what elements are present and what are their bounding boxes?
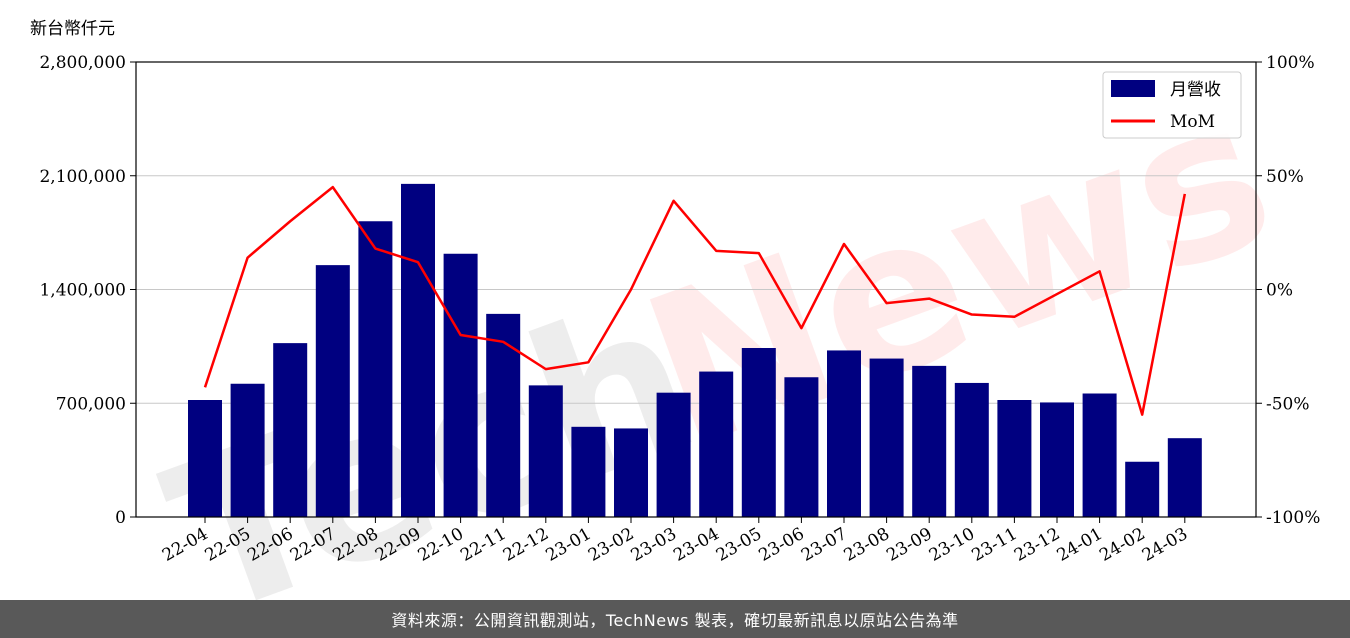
revenue-bars — [188, 183, 1202, 517]
revenue-bar-23-08 — [869, 358, 904, 517]
x-tick-label-23-03: 23-03 — [628, 524, 680, 566]
revenue-chart: TechNews 0700,0001,400,0002,100,0002,800… — [39, 49, 1320, 600]
revenue-bar-22-06 — [273, 343, 308, 517]
revenue-bar-23-05 — [741, 348, 776, 517]
x-tick-label-23-08: 23-08 — [841, 524, 893, 566]
x-tick-label-23-05: 23-05 — [713, 524, 765, 566]
legend-label-mom: MoM — [1170, 112, 1215, 132]
revenue-bar-23-07 — [827, 350, 861, 517]
left-tick-label: 2,800,000 — [39, 53, 126, 73]
legend-label-revenue: 月營收 — [1170, 80, 1221, 100]
revenue-bar-22-11 — [486, 313, 521, 517]
revenue-bar-22-10 — [443, 253, 478, 517]
revenue-bar-22-05 — [230, 383, 265, 517]
legend-swatch-revenue — [1111, 80, 1155, 97]
revenue-bar-23-11 — [997, 400, 1032, 517]
left-tick-label: 700,000 — [56, 394, 126, 414]
left-tick-label: 0 — [115, 508, 126, 528]
revenue-bar-22-09 — [401, 183, 435, 517]
left-tick-label: 2,100,000 — [39, 167, 126, 187]
source-footer: 資料來源：公開資訊觀測站，TechNews 製表，確切最新訊息以原站公告為準 — [0, 600, 1350, 638]
mom-line — [203, 185, 1187, 416]
revenue-bar-22-12 — [528, 385, 563, 517]
revenue-bar-23-06 — [784, 377, 819, 517]
revenue-bar-23-02 — [614, 428, 648, 517]
revenue-bar-22-08 — [358, 221, 393, 517]
x-tick-label-23-06: 23-06 — [755, 524, 807, 566]
revenue-bar-23-10 — [954, 382, 989, 517]
right-tick-label: -50% — [1266, 394, 1310, 414]
left-tick-label: 1,400,000 — [39, 281, 126, 301]
revenue-bar-22-04 — [188, 400, 222, 517]
legend: 月營收 MoM — [1102, 71, 1242, 139]
x-tick-label-23-10: 23-10 — [926, 524, 978, 566]
right-tick-label: -100% — [1266, 508, 1320, 528]
right-tick-label: 100% — [1266, 53, 1315, 73]
revenue-bar-22-07 — [315, 265, 350, 517]
x-tick-label-23-07: 23-07 — [798, 524, 850, 566]
revenue-bar-24-03 — [1167, 438, 1202, 517]
revenue-bar-23-01 — [571, 426, 606, 517]
mom-line-layer — [203, 185, 1187, 416]
y-axis-unit-label: 新台幣仟元 — [30, 19, 115, 39]
x-tick-label-24-01: 24-01 — [1054, 524, 1106, 566]
revenue-bar-24-02 — [1125, 461, 1160, 517]
revenue-bar-23-09 — [912, 365, 947, 517]
x-tick-label-23-11: 23-11 — [968, 524, 1020, 566]
right-tick-label: 0% — [1266, 281, 1293, 301]
revenue-bar-23-03 — [656, 392, 691, 517]
x-tick-label-24-03: 24-03 — [1139, 524, 1191, 566]
x-tick-label-24-02: 24-02 — [1096, 524, 1148, 566]
x-tick-label-23-09: 23-09 — [883, 524, 935, 566]
right-tick-label: 50% — [1266, 167, 1304, 187]
x-tick-label-23-04: 23-04 — [670, 524, 722, 566]
revenue-bar-24-01 — [1082, 393, 1117, 517]
revenue-bar-23-12 — [1040, 402, 1074, 517]
x-tick-label-23-12: 23-12 — [1011, 524, 1063, 566]
revenue-bar-23-04 — [699, 371, 734, 517]
